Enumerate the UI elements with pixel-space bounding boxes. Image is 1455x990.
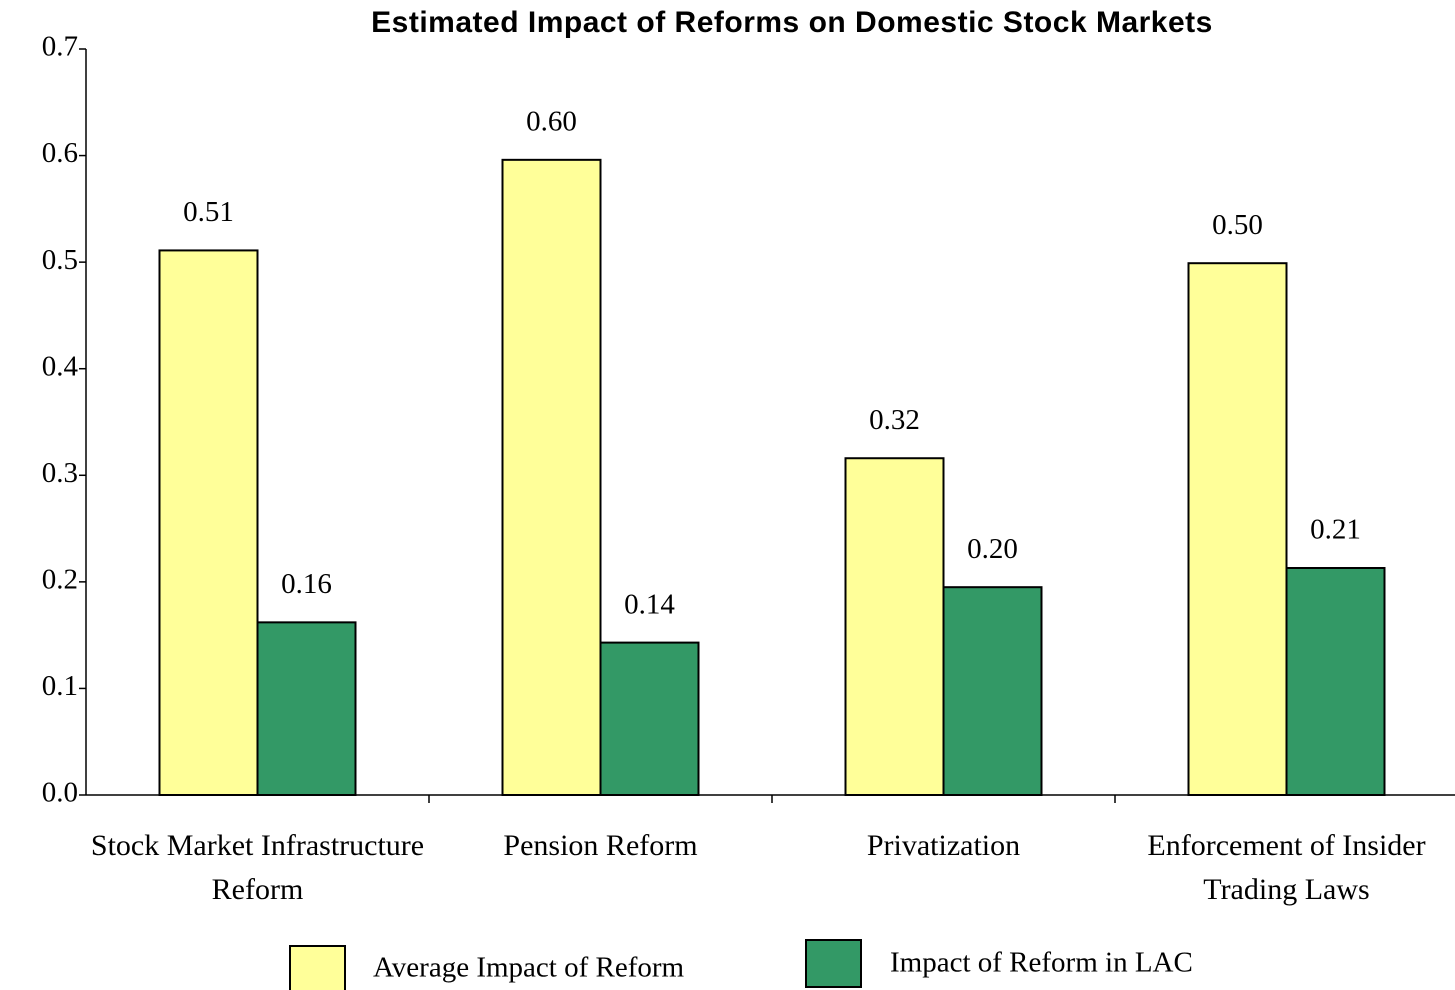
x-tick-label: Pension Reform bbox=[503, 829, 698, 862]
y-tick-label: 0.2 bbox=[42, 564, 78, 596]
data-label: 0.60 bbox=[526, 105, 577, 137]
data-label: 0.32 bbox=[869, 404, 920, 436]
data-label: 0.14 bbox=[624, 588, 675, 620]
data-label: 0.21 bbox=[1310, 514, 1361, 546]
legend-label: Average Impact of Reform bbox=[373, 952, 685, 984]
bar bbox=[1187, 262, 1288, 796]
data-label: 0.50 bbox=[1212, 209, 1263, 241]
bar bbox=[501, 158, 602, 796]
bar bbox=[256, 621, 357, 797]
bar bbox=[599, 641, 700, 796]
y-tick-label: 0.6 bbox=[42, 137, 78, 169]
chart-title: Estimated Impact of Reforms on Domestic … bbox=[371, 6, 1213, 39]
y-tick-label: 0.5 bbox=[42, 244, 78, 276]
bar bbox=[1285, 567, 1386, 797]
legend-swatch bbox=[805, 939, 862, 988]
y-tick-label: 0.7 bbox=[42, 31, 78, 63]
y-tick-label: 0.1 bbox=[42, 670, 78, 702]
legend-label: Impact of Reform in LAC bbox=[890, 947, 1193, 979]
x-tick-label: Stock Market Infrastructure Reform bbox=[90, 829, 425, 906]
x-tick-label: Privatization bbox=[866, 829, 1021, 862]
data-label: 0.16 bbox=[281, 568, 332, 600]
x-tick-label: Enforcement of Insider Trading Laws bbox=[1147, 829, 1426, 906]
bar bbox=[844, 457, 945, 796]
legend-swatch bbox=[289, 945, 346, 990]
bar bbox=[158, 249, 259, 797]
y-tick-label: 0.4 bbox=[42, 350, 79, 382]
data-label: 0.20 bbox=[967, 533, 1018, 565]
bar bbox=[942, 586, 1043, 797]
y-tick-label: 0.0 bbox=[42, 777, 78, 809]
y-tick-label: 0.3 bbox=[42, 457, 78, 489]
data-label: 0.51 bbox=[183, 196, 234, 228]
